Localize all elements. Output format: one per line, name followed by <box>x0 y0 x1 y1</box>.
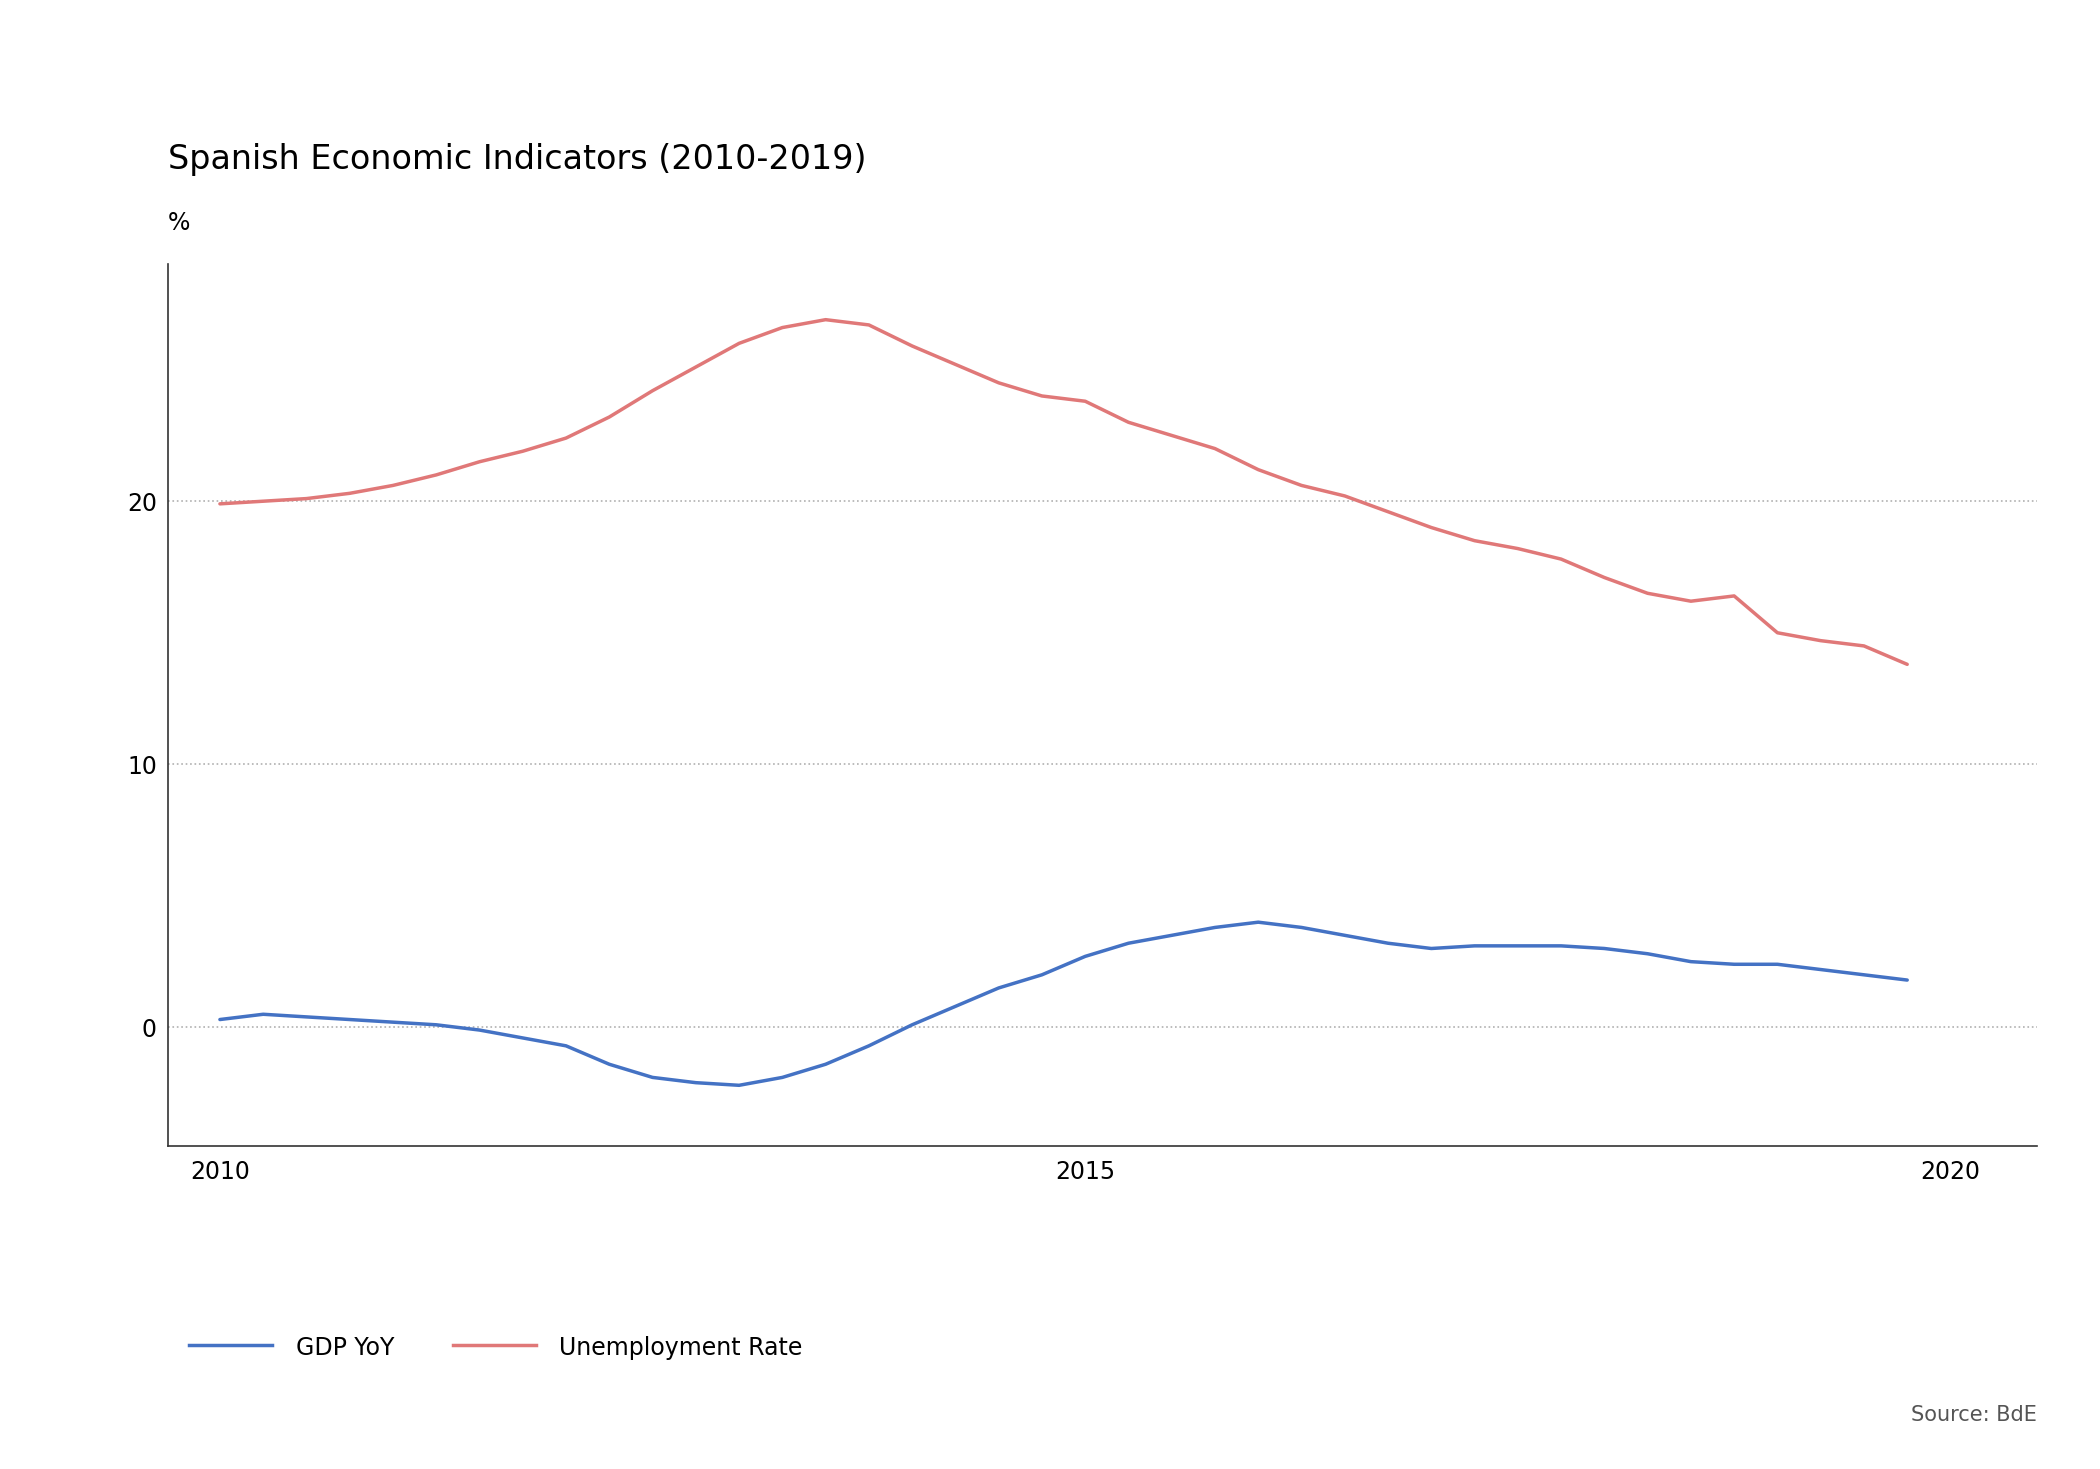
GDP YoY <box>1636 945 1661 962</box>
GDP YoY <box>424 1017 449 1034</box>
GDP YoY <box>1764 955 1789 972</box>
GDP YoY <box>250 1005 275 1022</box>
Line: GDP YoY: GDP YoY <box>220 923 1907 1086</box>
Unemployment Rate <box>596 408 622 426</box>
Unemployment Rate <box>1852 638 1877 655</box>
GDP YoY <box>682 1074 708 1091</box>
Unemployment Rate <box>1894 655 1919 673</box>
GDP YoY <box>1808 961 1833 978</box>
Text: Source: BdE: Source: BdE <box>1911 1404 2037 1425</box>
GDP YoY <box>1506 937 1531 955</box>
Unemployment Rate <box>1462 532 1487 549</box>
GDP YoY <box>1289 918 1315 936</box>
GDP YoY <box>294 1008 319 1025</box>
GDP YoY <box>1029 967 1054 984</box>
Unemployment Rate <box>1289 476 1315 494</box>
GDP YoY <box>1894 971 1919 989</box>
GDP YoY <box>1331 927 1357 945</box>
Unemployment Rate <box>1331 488 1357 505</box>
Unemployment Rate <box>1764 624 1789 642</box>
GDP YoY <box>640 1068 666 1086</box>
GDP YoY <box>510 1030 536 1047</box>
GDP YoY <box>338 1011 363 1028</box>
GDP YoY <box>899 1017 924 1034</box>
Unemployment Rate <box>1808 632 1833 649</box>
GDP YoY <box>857 1037 882 1055</box>
Unemployment Rate <box>380 476 405 494</box>
Unemployment Rate <box>294 489 319 507</box>
GDP YoY <box>771 1068 796 1086</box>
GDP YoY <box>1548 937 1573 955</box>
Unemployment Rate <box>1420 519 1445 536</box>
Unemployment Rate <box>857 316 882 333</box>
Unemployment Rate <box>1592 569 1617 586</box>
GDP YoY <box>813 1055 838 1072</box>
Unemployment Rate <box>1376 502 1401 520</box>
Unemployment Rate <box>1722 588 1747 605</box>
Unemployment Rate <box>1159 426 1184 444</box>
Unemployment Rate <box>1678 592 1703 610</box>
GDP YoY <box>554 1037 580 1055</box>
GDP YoY <box>596 1055 622 1072</box>
Unemployment Rate <box>1636 585 1661 602</box>
Unemployment Rate <box>554 429 580 447</box>
GDP YoY <box>1376 934 1401 952</box>
GDP YoY <box>1678 953 1703 971</box>
GDP YoY <box>1245 914 1270 931</box>
Unemployment Rate <box>1115 413 1140 430</box>
Unemployment Rate <box>510 442 536 460</box>
Unemployment Rate <box>338 485 363 502</box>
GDP YoY <box>1852 967 1877 984</box>
Text: %: % <box>168 212 191 235</box>
Unemployment Rate <box>987 375 1012 392</box>
GDP YoY <box>1159 927 1184 945</box>
GDP YoY <box>1462 937 1487 955</box>
Text: Spanish Economic Indicators (2010-2019): Spanish Economic Indicators (2010-2019) <box>168 144 867 176</box>
Unemployment Rate <box>1073 392 1098 410</box>
Unemployment Rate <box>424 466 449 483</box>
Unemployment Rate <box>682 358 708 376</box>
Unemployment Rate <box>640 382 666 400</box>
Unemployment Rate <box>1203 439 1228 457</box>
GDP YoY <box>1073 948 1098 965</box>
Unemployment Rate <box>1548 551 1573 569</box>
Unemployment Rate <box>250 492 275 510</box>
GDP YoY <box>943 997 968 1015</box>
Unemployment Rate <box>1029 388 1054 405</box>
Unemployment Rate <box>943 355 968 373</box>
GDP YoY <box>466 1021 491 1039</box>
Unemployment Rate <box>466 452 491 470</box>
GDP YoY <box>1203 918 1228 936</box>
GDP YoY <box>1592 940 1617 958</box>
Legend: GDP YoY, Unemployment Rate: GDP YoY, Unemployment Rate <box>181 1325 813 1369</box>
Unemployment Rate <box>1245 461 1270 479</box>
Unemployment Rate <box>813 311 838 329</box>
GDP YoY <box>1420 940 1445 958</box>
GDP YoY <box>208 1011 233 1028</box>
GDP YoY <box>987 980 1012 997</box>
GDP YoY <box>380 1014 405 1031</box>
GDP YoY <box>727 1077 752 1094</box>
Unemployment Rate <box>899 338 924 355</box>
Unemployment Rate <box>771 319 796 336</box>
GDP YoY <box>1722 955 1747 972</box>
GDP YoY <box>1115 934 1140 952</box>
Line: Unemployment Rate: Unemployment Rate <box>220 320 1907 664</box>
Unemployment Rate <box>208 495 233 513</box>
Unemployment Rate <box>1506 539 1531 557</box>
Unemployment Rate <box>727 335 752 353</box>
